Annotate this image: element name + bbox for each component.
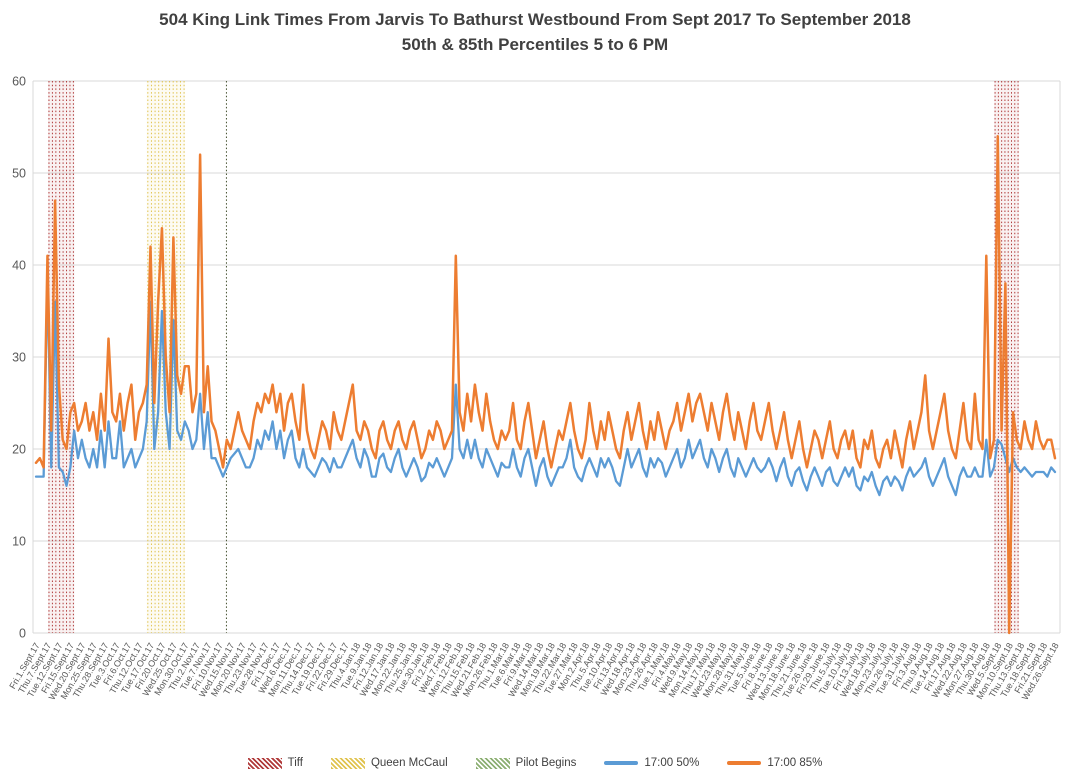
legend-swatch-queen-mccaul-hatch-icon — [330, 757, 365, 769]
chart-title-line1: 504 King Link Times From Jarvis To Bathu… — [159, 10, 911, 29]
y-tick-label: 40 — [12, 259, 26, 273]
legend-label-17-00-85: 17:00 85% — [767, 757, 823, 769]
legend-item-pilot-begins: Pilot Begins — [475, 757, 577, 769]
y-tick-label: 0 — [19, 627, 26, 641]
chart-legend: Tiff Queen McCaul Pilot Begins 17:00 50% 17:… — [0, 757, 1070, 769]
legend-label-queen-mccaul: Queen McCaul — [370, 757, 448, 769]
legend-item-17-00-85: 17:00 85% — [727, 757, 822, 769]
y-tick-label: 50 — [12, 167, 26, 181]
legend-swatch-17-00-50-line-icon — [604, 761, 639, 765]
y-tick-label: 20 — [12, 443, 26, 457]
chart-title: 504 King Link Times From Jarvis To Bathu… — [0, 8, 1070, 57]
y-tick-label: 60 — [12, 75, 26, 89]
chart-title-line2: 50th & 85th Percentiles 5 to 6 PM — [401, 34, 669, 54]
series-line-17-00-85 — [34, 134, 1057, 635]
legend-swatch-tiff-hatch-icon — [247, 757, 282, 769]
legend-item-queen-mccaul: Queen McCaul — [330, 757, 448, 769]
legend-label-tiff: Tiff — [287, 757, 303, 769]
legend-label-pilot-begins: Pilot Begins — [515, 757, 577, 769]
legend-label-17-00-50: 17:00 50% — [644, 757, 700, 769]
y-tick-label: 30 — [12, 351, 26, 365]
y-tick-label: 10 — [12, 535, 26, 549]
legend-swatch-17-00-85-line-icon — [727, 761, 762, 765]
series-line-17-00-50 — [34, 273, 1057, 497]
legend-item-tiff: Tiff — [247, 757, 303, 769]
legend-swatch-pilot-begins-hatch-icon — [475, 757, 510, 769]
legend-item-17-00-50: 17:00 50% — [604, 757, 699, 769]
